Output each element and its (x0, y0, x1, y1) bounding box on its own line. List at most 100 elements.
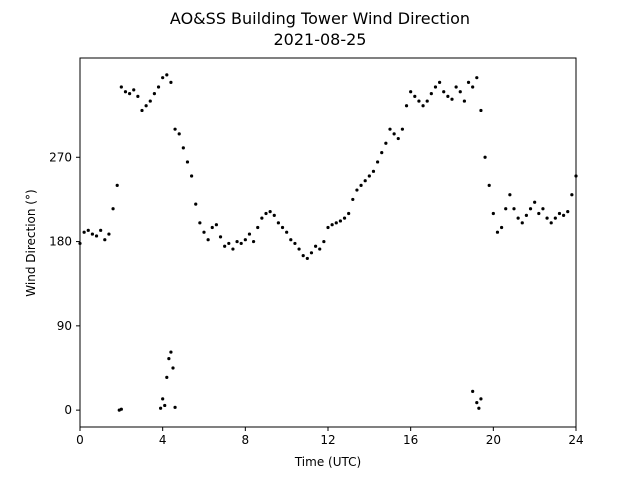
point (471, 389, 475, 394)
point (491, 211, 495, 216)
point (442, 90, 446, 94)
point (557, 211, 562, 216)
point (140, 108, 144, 113)
point (252, 239, 256, 244)
point (297, 247, 301, 251)
x-tick-label: 24 (568, 433, 583, 447)
point (90, 232, 94, 236)
point (152, 91, 156, 96)
point (185, 160, 190, 164)
point (218, 235, 223, 239)
point (86, 228, 90, 232)
point (260, 216, 264, 220)
point (388, 127, 392, 131)
point (78, 241, 82, 246)
point (161, 76, 165, 80)
point (123, 90, 128, 94)
x-tick-label: 4 (159, 433, 167, 447)
point (94, 234, 99, 238)
x-axis-label: Time (UTC) (294, 455, 361, 469)
point (119, 85, 123, 89)
point (363, 179, 367, 183)
point (156, 85, 161, 89)
point (99, 228, 103, 232)
point (285, 230, 289, 234)
point (190, 174, 194, 178)
point (570, 193, 574, 197)
point (163, 403, 167, 408)
point (107, 232, 111, 236)
point (280, 225, 285, 230)
point (144, 104, 148, 108)
point (210, 225, 214, 230)
point (264, 211, 268, 216)
y-tick-label: 270 (49, 150, 72, 164)
point (541, 207, 545, 211)
point (227, 241, 231, 246)
point (433, 85, 438, 89)
point (477, 406, 481, 410)
point (347, 211, 351, 216)
point (198, 221, 202, 225)
x-tick-label: 12 (320, 433, 335, 447)
point (495, 230, 500, 234)
point (309, 251, 314, 255)
point (483, 155, 487, 159)
point (181, 146, 185, 150)
point (247, 232, 252, 236)
point (553, 216, 557, 220)
point (549, 221, 553, 225)
point (367, 174, 371, 178)
point (235, 239, 239, 244)
point (293, 241, 297, 246)
point (504, 207, 508, 211)
point (115, 183, 119, 187)
point (400, 127, 404, 131)
point (479, 108, 483, 113)
point (322, 239, 326, 244)
point (231, 247, 235, 251)
point (351, 197, 355, 202)
point (132, 88, 136, 92)
point (342, 216, 347, 220)
point (318, 247, 322, 251)
point (533, 200, 537, 204)
point (528, 207, 533, 211)
point (392, 132, 396, 136)
point (136, 94, 140, 98)
point (171, 366, 175, 370)
point (161, 397, 165, 401)
point (524, 213, 529, 217)
point (520, 221, 524, 225)
point (566, 209, 570, 214)
point (326, 225, 330, 230)
point (512, 207, 516, 211)
point (223, 244, 227, 248)
point (330, 223, 334, 227)
point (301, 254, 305, 258)
point (376, 160, 380, 164)
point (214, 223, 218, 227)
point (475, 76, 479, 80)
point (537, 211, 541, 216)
point (111, 207, 115, 211)
point (462, 99, 466, 103)
point (276, 221, 280, 225)
point (475, 401, 479, 405)
point (421, 104, 425, 108)
point (429, 91, 433, 96)
point (409, 90, 413, 94)
point (159, 406, 163, 410)
point (194, 202, 198, 206)
plot-frame (79, 57, 577, 428)
x-tick-label: 20 (486, 433, 501, 447)
point (438, 80, 442, 84)
point (243, 238, 247, 242)
point (417, 99, 421, 103)
point (173, 405, 177, 409)
y-axis-label: Wind Direction (°) (24, 189, 38, 296)
point (82, 230, 86, 234)
point (338, 219, 342, 223)
x-tick-label: 16 (403, 433, 418, 447)
point (169, 350, 173, 354)
